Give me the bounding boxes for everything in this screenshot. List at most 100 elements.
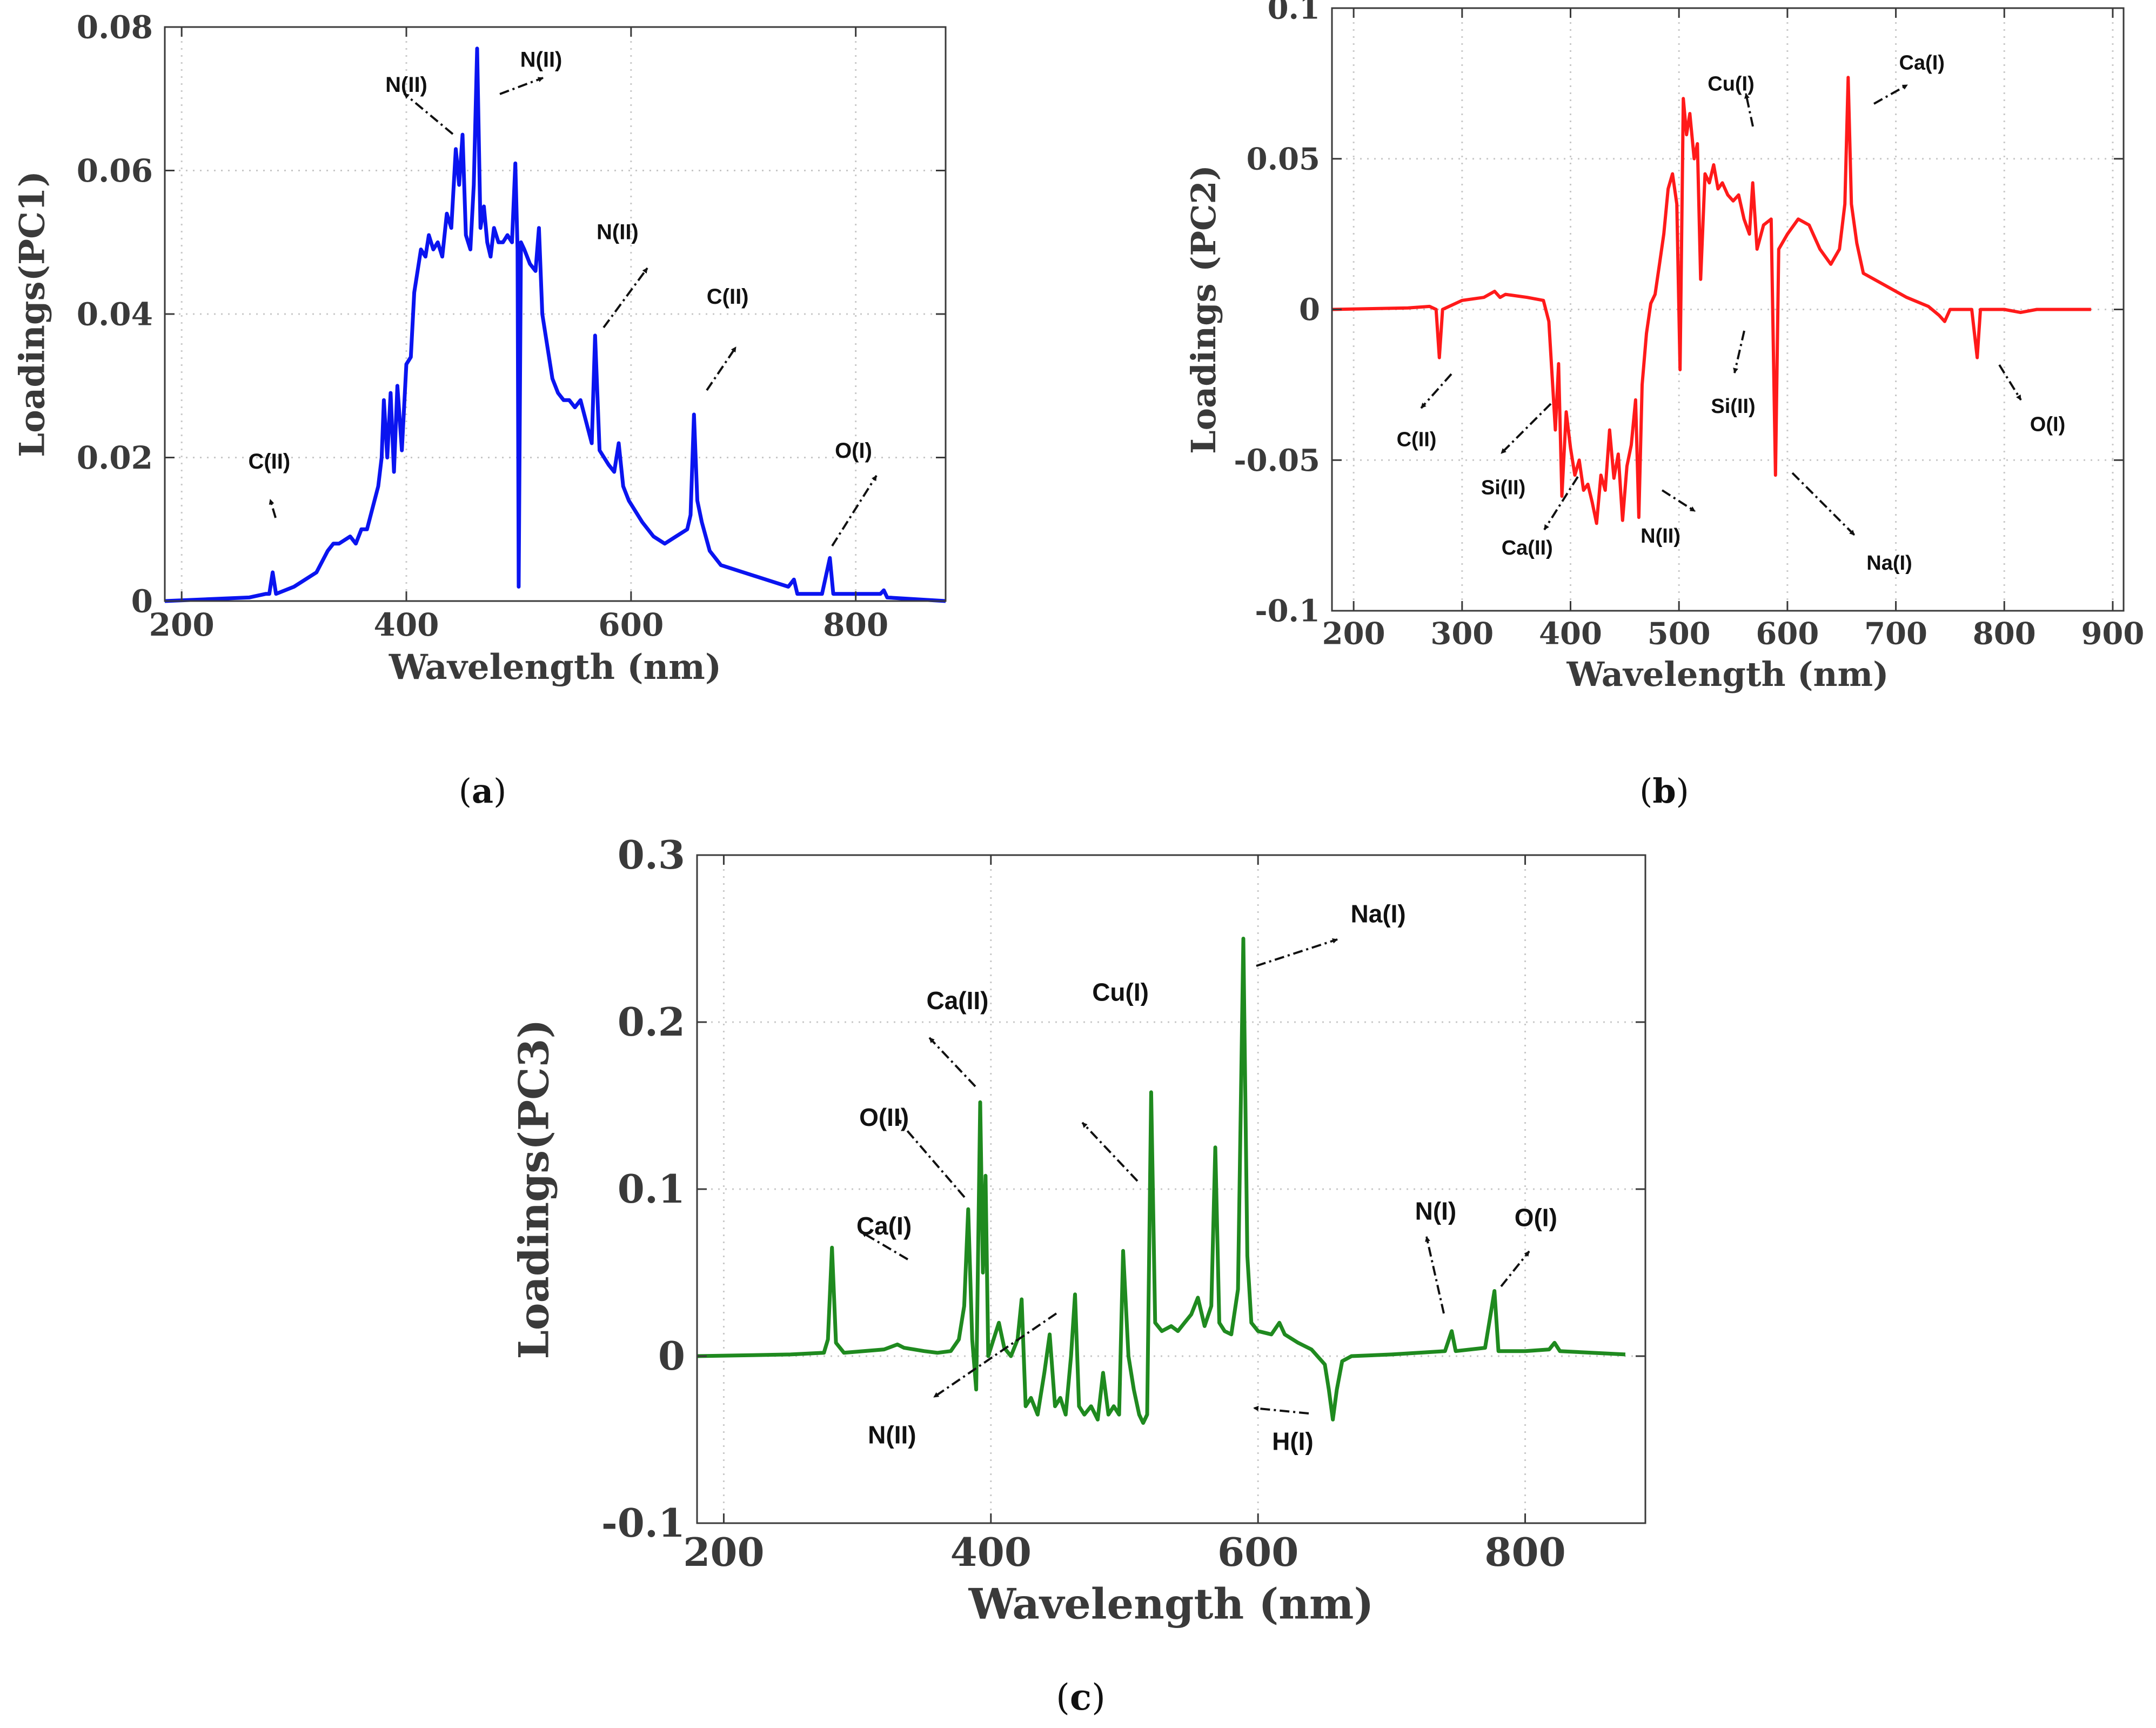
annotation-arrow xyxy=(1791,472,1856,536)
x-tick-label: 900 xyxy=(2081,616,2144,652)
annotation-arrow xyxy=(1998,364,2022,401)
x-tick-label: 200 xyxy=(683,1529,764,1575)
annotation-label: Na(I) xyxy=(1866,552,1912,575)
annotation-label: N(II) xyxy=(1641,525,1680,548)
annotation-arrow xyxy=(896,1118,966,1198)
y-tick-label: -0.05 xyxy=(1234,443,1320,478)
annotation-label: H(I) xyxy=(1272,1427,1314,1456)
panel-caption-paren: ( xyxy=(1639,771,1652,811)
panel-caption-paren: ( xyxy=(459,771,472,811)
annotation-arrow xyxy=(602,267,648,329)
x-tick-label: 400 xyxy=(1539,616,1602,652)
x-tick-label: 300 xyxy=(1430,616,1494,652)
x-tick-label: 500 xyxy=(1648,616,1711,652)
annotation-arrow xyxy=(928,1037,976,1087)
annotation-arrow xyxy=(1873,84,1908,105)
y-axis-title: Loadings (PC2) xyxy=(1184,165,1223,454)
annotation-label: Cu(I) xyxy=(1708,73,1755,96)
y-tick-label: 0.02 xyxy=(77,439,153,476)
data-line xyxy=(1331,76,2091,525)
chart-panel-a: 200 400 600 800 0 0.02 0.04 0.06 0.08 Wavelength … xyxy=(12,9,947,811)
y-tick-label: -0.1 xyxy=(601,1500,685,1546)
annotation-label: Ca(II) xyxy=(1502,537,1553,559)
y-axis-title: Loadings(PC3) xyxy=(510,1019,558,1359)
x-tick-label: 800 xyxy=(823,606,888,643)
annotation-label: O(I) xyxy=(2030,413,2065,436)
panel-caption-paren: ( xyxy=(1056,1677,1070,1718)
annotation-arrow xyxy=(499,77,544,95)
panel-caption-letter: c xyxy=(1070,1676,1092,1718)
panel-caption-letter: b xyxy=(1652,771,1676,811)
annotation-arrow xyxy=(1744,93,1754,127)
panel-caption: (b) xyxy=(1639,771,1689,811)
annotation-label: N(II) xyxy=(385,73,427,97)
annotation-label: C(II) xyxy=(248,450,290,473)
x-tick-label: 200 xyxy=(149,606,215,643)
annotation-label: Si(II) xyxy=(1711,395,1755,418)
y-axis-title: Loadings(PC1) xyxy=(12,171,53,457)
x-axis-title: Wavelength (nm) xyxy=(389,647,721,688)
x-axis-title: Wavelength (nm) xyxy=(1566,655,1889,694)
annotation-arrow xyxy=(1256,938,1338,967)
x-axis-title: Wavelength (nm) xyxy=(968,1580,1374,1629)
x-tick-label: 200 xyxy=(1322,616,1385,652)
annotation-arrow xyxy=(861,1231,909,1260)
annotation-label: N(II) xyxy=(520,48,563,72)
annotation-arrow xyxy=(1425,1236,1445,1314)
panel-caption-paren: ) xyxy=(493,771,506,811)
annotation-arrow xyxy=(1081,1122,1139,1182)
annotation-arrow xyxy=(1420,373,1452,409)
panel-caption-letter: a xyxy=(472,771,493,811)
annotation-label: N(I) xyxy=(1415,1197,1457,1225)
annotation-label: Ca(II) xyxy=(927,986,989,1015)
x-tick-label: 700 xyxy=(1864,616,1927,652)
annotation-label: Ca(I) xyxy=(1899,52,1944,75)
y-tick-label: 0 xyxy=(131,583,153,619)
annotation-label: N(II) xyxy=(868,1420,916,1449)
annotation-label: O(II) xyxy=(859,1103,909,1131)
annotation-arrow xyxy=(403,92,454,135)
annotation-arrow xyxy=(831,475,878,547)
annotation-label: C(II) xyxy=(1397,429,1437,451)
y-tick-label: 0.3 xyxy=(618,832,685,878)
annotation-label: O(I) xyxy=(835,439,872,463)
panel-caption-paren: ) xyxy=(1092,1677,1106,1718)
annotation-label: Cu(I) xyxy=(1092,978,1149,1006)
y-tick-label: 0.08 xyxy=(77,9,153,45)
annotation-arrow xyxy=(1253,1405,1309,1415)
y-tick-label: -0.1 xyxy=(1255,593,1320,629)
x-tick-label: 600 xyxy=(598,606,664,643)
annotation-label: N(II) xyxy=(597,220,639,244)
annotation-arrow xyxy=(1500,1250,1530,1287)
data-line xyxy=(164,46,946,603)
panel-caption-paren: ) xyxy=(1676,771,1689,811)
annotation-arrow xyxy=(933,1312,1057,1398)
annotation-label: Na(I) xyxy=(1351,899,1406,928)
x-tick-label: 600 xyxy=(1756,616,1819,652)
annotation-label: O(I) xyxy=(1515,1204,1557,1232)
y-tick-label: 0.2 xyxy=(618,999,685,1045)
annotation-arrow xyxy=(1661,489,1696,512)
annotation-label: Ca(I) xyxy=(856,1212,912,1240)
annotation-label: C(II) xyxy=(707,285,749,309)
annotation-arrow xyxy=(269,499,277,518)
panel-caption: (c) xyxy=(1056,1676,1106,1718)
y-tick-label: 0.05 xyxy=(1247,141,1320,177)
x-tick-label: 800 xyxy=(1484,1529,1565,1575)
annotation-arrow xyxy=(706,346,737,391)
data-line xyxy=(697,937,1626,1425)
panel-caption: (a) xyxy=(459,771,507,811)
y-tick-label: 0.06 xyxy=(77,152,153,189)
y-tick-label: 0.04 xyxy=(77,296,153,332)
chart-panel-b: 200 300 400 500 600 700 800 900 -0.1 -0.05 0 0.05 0.… xyxy=(1184,0,2144,811)
x-tick-label: 800 xyxy=(1973,616,2036,652)
y-tick-label: 0 xyxy=(1299,292,1320,328)
y-tick-label: 0 xyxy=(658,1333,685,1379)
annotation-label: Si(II) xyxy=(1481,477,1525,499)
x-tick-label: 400 xyxy=(950,1529,1032,1575)
annotation-arrow xyxy=(1733,330,1745,373)
y-tick-label: 0.1 xyxy=(1268,0,1320,26)
annotation-arrow xyxy=(1500,403,1552,455)
